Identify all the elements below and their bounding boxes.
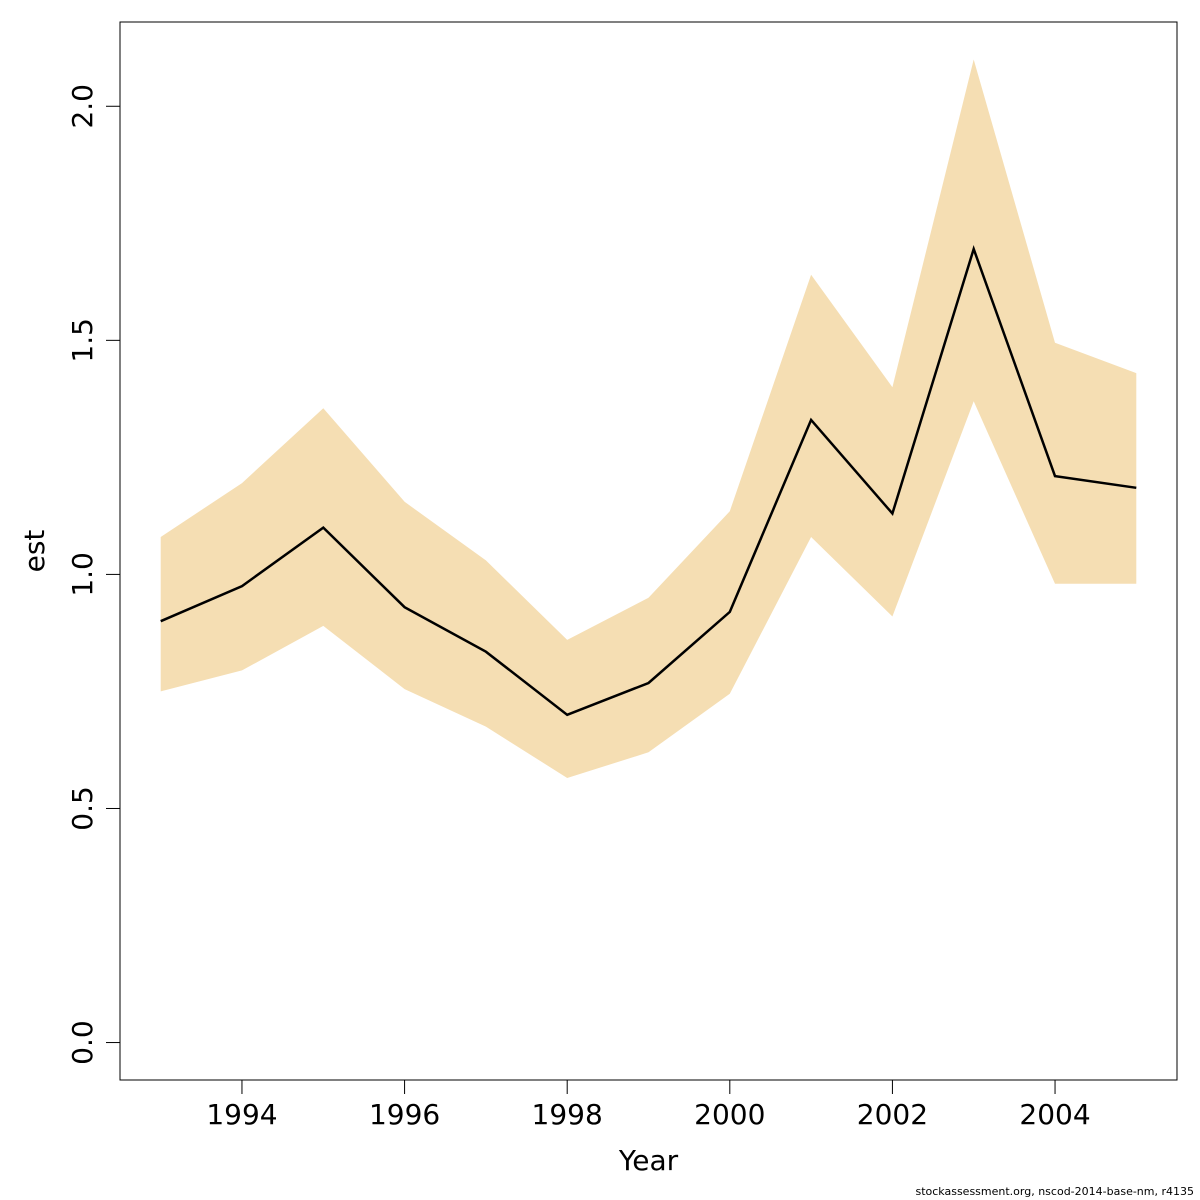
x-tick-label: 2000 xyxy=(694,1098,765,1131)
plot-frame xyxy=(119,21,1178,1081)
x-tick-label: 1996 xyxy=(369,1098,440,1131)
y-tick-label: 1.0 xyxy=(66,552,99,597)
footer-source-note: stockassessment.org, nscod-2014-base-nm,… xyxy=(915,1185,1194,1198)
confidence-band-layer xyxy=(160,59,1137,778)
x-tick-label: 1994 xyxy=(206,1098,277,1131)
y-tick-label: 0.5 xyxy=(66,786,99,831)
x-tick-label: 1998 xyxy=(532,1098,603,1131)
x-axis: 1994 1996 1998 2000 2002 2004 xyxy=(206,1080,1091,1131)
estimate-line xyxy=(160,245,1137,717)
x-tick-label: 2004 xyxy=(1019,1098,1090,1131)
estimate-line-layer xyxy=(160,245,1137,717)
x-axis-title: Year xyxy=(618,1144,679,1177)
y-axis: 0.0 0.5 1.0 1.5 2.0 xyxy=(66,84,120,1065)
confidence-band xyxy=(160,59,1137,778)
y-axis-title: est xyxy=(18,530,51,573)
x-tick-label: 2002 xyxy=(857,1098,928,1131)
y-tick-label: 1.5 xyxy=(66,318,99,363)
y-tick-label: 2.0 xyxy=(66,84,99,129)
y-tick-label: 0.0 xyxy=(66,1020,99,1065)
